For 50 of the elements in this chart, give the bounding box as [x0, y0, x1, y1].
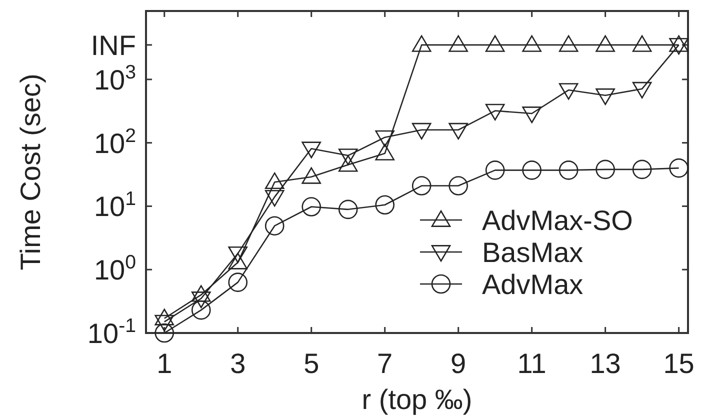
point: [338, 200, 358, 220]
x-tick-label: 9: [450, 348, 466, 379]
point: [669, 158, 688, 178]
y-tick-label: 10$^{2}$: [94, 124, 136, 159]
point: [264, 190, 284, 207]
point: [522, 35, 542, 52]
x-tick-label: 5: [304, 348, 320, 379]
point: [375, 195, 394, 215]
x-axis-title: r (top ‰): [362, 384, 472, 415]
x-tick-label: 7: [377, 348, 393, 379]
point: [338, 155, 358, 172]
point: [154, 314, 174, 332]
point: [485, 160, 505, 180]
point: [412, 176, 432, 196]
legend-label: AdvMax-SO: [482, 205, 633, 236]
y-axis-title: Time Cost (sec): [15, 74, 46, 270]
x-tick-label: 13: [590, 348, 621, 379]
point: [191, 300, 211, 320]
y-tick-label: 10$^{1}$: [94, 188, 136, 222]
point: [448, 35, 468, 52]
legend-label: BasMax: [482, 237, 584, 268]
y-tick-label: INF: [90, 30, 136, 61]
point: [522, 160, 542, 180]
point: [302, 197, 322, 216]
point: [228, 246, 248, 264]
point: [191, 292, 211, 308]
point: [558, 35, 578, 52]
point: [412, 35, 432, 52]
point: [264, 172, 284, 190]
point: [669, 35, 688, 52]
x-tick-label: 3: [230, 348, 246, 379]
point: [632, 35, 652, 52]
x-tick-label: 15: [663, 348, 694, 379]
x-tick-label: 11: [517, 348, 546, 379]
point: [596, 35, 615, 52]
legend-label: AdvMax: [482, 269, 584, 300]
point: [558, 160, 578, 180]
point: [596, 160, 615, 180]
point: [154, 323, 174, 343]
point: [302, 167, 322, 184]
y-tick-label: 10$^{0}$: [94, 252, 136, 286]
point: [632, 160, 652, 180]
point: [375, 144, 394, 160]
y-tick-label: 10$^{-1}$: [87, 315, 136, 349]
point: [264, 216, 284, 236]
x-tick-label: 1: [156, 348, 172, 379]
point: [485, 35, 505, 52]
point: [448, 176, 468, 196]
point: [228, 272, 248, 292]
y-tick-label: 10$^{3}$: [94, 61, 136, 96]
